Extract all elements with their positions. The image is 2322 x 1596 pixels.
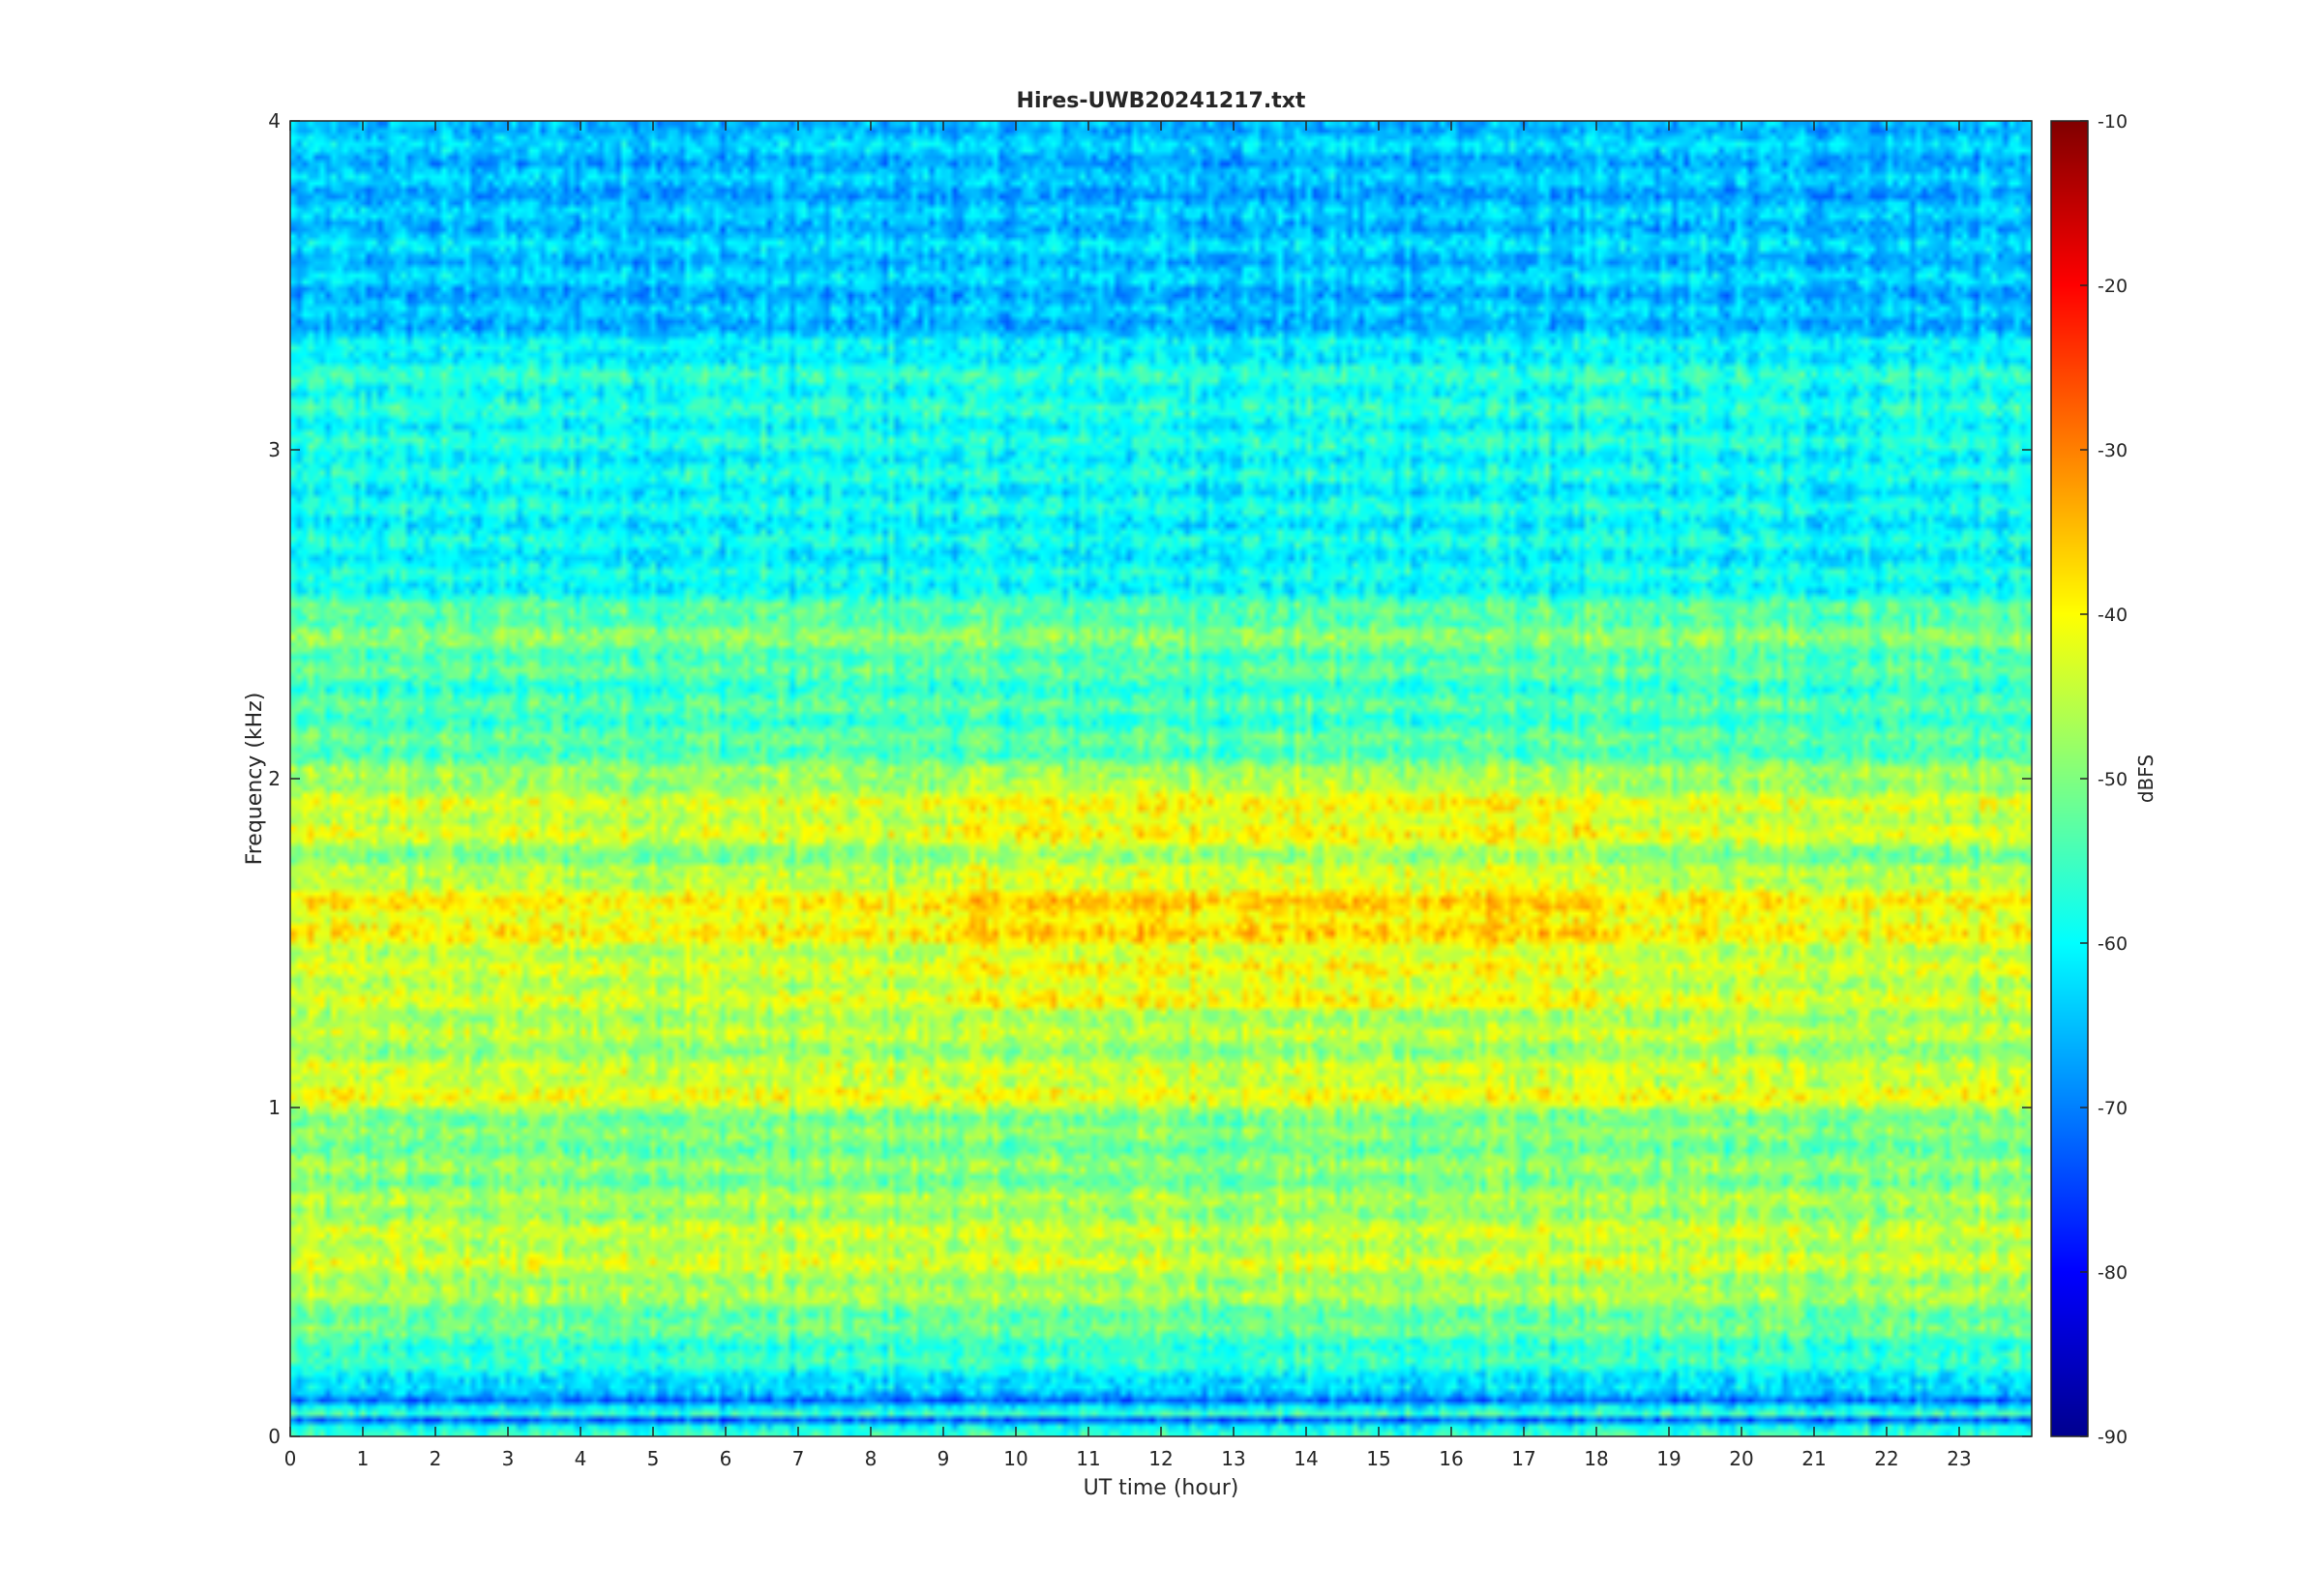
colorbar-tick-label: -50 xyxy=(2098,769,2128,790)
y-tick-label: 4 xyxy=(268,109,281,133)
x-axis-label: UT time (hour) xyxy=(1084,1476,1239,1500)
y-tick-label: 2 xyxy=(268,767,281,790)
x-tick-label: 12 xyxy=(1148,1447,1173,1470)
x-tick-label: 15 xyxy=(1366,1447,1390,1470)
x-tick-label: 17 xyxy=(1511,1447,1535,1470)
x-tick-label: 2 xyxy=(430,1447,442,1470)
colorbar-tick-label: -40 xyxy=(2098,605,2128,626)
colorbar-tick-label: -60 xyxy=(2098,933,2128,955)
y-axis-ticks: 0 1 2 3 4 xyxy=(268,109,2032,1448)
x-tick-label: 11 xyxy=(1076,1447,1100,1470)
y-axis-label: Frequency (kHz) xyxy=(243,693,267,866)
x-tick-label: 3 xyxy=(502,1447,515,1470)
colorbar-tick-label: -30 xyxy=(2098,440,2128,461)
x-tick-label: 4 xyxy=(575,1447,587,1470)
spectrogram-image xyxy=(290,121,2032,1436)
x-tick-label: 6 xyxy=(720,1447,732,1470)
x-tick-label: 19 xyxy=(1656,1447,1681,1470)
colorbar-tick-label: -70 xyxy=(2098,1098,2128,1119)
x-tick-label: 21 xyxy=(1801,1447,1826,1470)
x-axis-ticks: 0 1 2 3 4 5 6 7 8 9 10 11 12 13 14 15 16 17 18 19 20 21 22 23 xyxy=(284,121,1972,1470)
x-tick-label: 18 xyxy=(1584,1447,1608,1470)
colorbar-tick-label: -10 xyxy=(2098,111,2128,133)
x-tick-label: 1 xyxy=(357,1447,370,1470)
x-tick-label: 20 xyxy=(1729,1447,1753,1470)
colorbar-tick-label: -80 xyxy=(2098,1262,2128,1284)
colorbar-ticks: -10 -20 -30 -40 -50 -60 -70 -80 -90 xyxy=(2080,111,2128,1448)
x-tick-label: 14 xyxy=(1294,1447,1318,1470)
chart-title: Hires-UWB20241217.txt xyxy=(1017,89,1306,113)
colorbar-tick-label: -90 xyxy=(2098,1427,2128,1448)
y-tick-label: 3 xyxy=(268,438,281,461)
x-tick-label: 8 xyxy=(865,1447,878,1470)
colorbar-tick-label: -20 xyxy=(2098,276,2128,297)
x-tick-label: 22 xyxy=(1874,1447,1898,1470)
spectrogram-heatmap xyxy=(290,121,2032,1436)
x-tick-label: 5 xyxy=(647,1447,660,1470)
x-tick-label: 13 xyxy=(1221,1447,1245,1470)
x-tick-label: 0 xyxy=(284,1447,297,1470)
x-tick-label: 7 xyxy=(792,1447,805,1470)
x-tick-label: 23 xyxy=(1947,1447,1971,1470)
x-tick-label: 10 xyxy=(1003,1447,1027,1470)
y-tick-label: 1 xyxy=(268,1096,281,1119)
x-tick-label: 16 xyxy=(1439,1447,1463,1470)
y-tick-label: 0 xyxy=(268,1425,281,1448)
x-tick-label: 9 xyxy=(938,1447,950,1470)
colorbar-label: dBFS xyxy=(2134,754,2158,803)
